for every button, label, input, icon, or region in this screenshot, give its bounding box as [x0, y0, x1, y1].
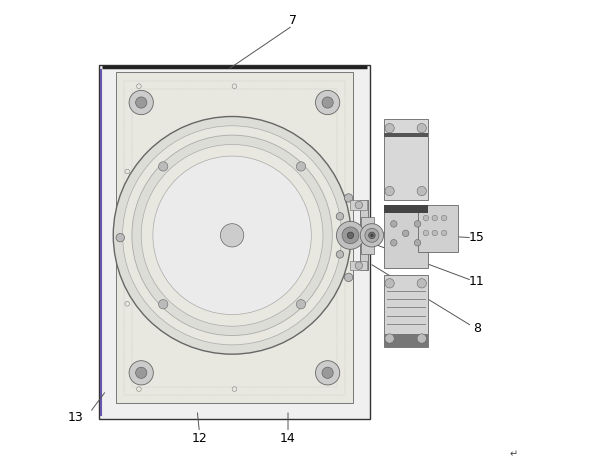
- Circle shape: [355, 201, 363, 209]
- Circle shape: [423, 215, 429, 221]
- Circle shape: [385, 123, 394, 133]
- Circle shape: [417, 186, 427, 196]
- Bar: [384, 334, 428, 347]
- Circle shape: [316, 361, 340, 385]
- Bar: [99, 65, 369, 419]
- Circle shape: [414, 240, 421, 246]
- Circle shape: [441, 230, 447, 236]
- Text: 7: 7: [289, 14, 297, 27]
- Bar: [384, 133, 428, 137]
- Circle shape: [336, 221, 365, 249]
- Circle shape: [402, 230, 409, 237]
- Circle shape: [342, 227, 359, 244]
- Circle shape: [113, 116, 351, 354]
- Circle shape: [385, 186, 394, 196]
- Text: 11: 11: [469, 275, 484, 288]
- Text: 8: 8: [473, 322, 481, 335]
- Bar: [132, 89, 337, 387]
- Circle shape: [391, 221, 397, 227]
- Bar: [384, 205, 428, 268]
- Bar: [350, 200, 367, 210]
- Circle shape: [336, 212, 343, 220]
- Circle shape: [123, 126, 342, 345]
- Circle shape: [417, 279, 427, 288]
- Text: 14: 14: [280, 432, 296, 445]
- Circle shape: [385, 279, 394, 288]
- Circle shape: [423, 230, 429, 236]
- Circle shape: [136, 97, 147, 108]
- Circle shape: [345, 194, 353, 202]
- Circle shape: [355, 262, 363, 269]
- Circle shape: [441, 215, 447, 221]
- Circle shape: [345, 273, 353, 281]
- Circle shape: [432, 215, 438, 221]
- Circle shape: [336, 251, 343, 258]
- Circle shape: [369, 232, 375, 239]
- Bar: [116, 72, 353, 403]
- Circle shape: [432, 230, 438, 236]
- Bar: [360, 200, 368, 270]
- Circle shape: [417, 334, 427, 343]
- Circle shape: [417, 123, 427, 133]
- Text: 13: 13: [68, 411, 84, 424]
- Circle shape: [159, 300, 168, 309]
- Circle shape: [221, 224, 244, 247]
- Bar: [384, 205, 428, 213]
- Bar: [384, 119, 428, 200]
- Bar: [124, 81, 345, 395]
- Circle shape: [322, 97, 333, 108]
- Circle shape: [296, 162, 306, 171]
- Circle shape: [371, 234, 373, 237]
- Circle shape: [129, 90, 153, 115]
- Circle shape: [347, 232, 354, 239]
- Circle shape: [360, 224, 384, 247]
- Circle shape: [296, 300, 306, 309]
- Circle shape: [136, 367, 147, 378]
- Circle shape: [322, 367, 333, 378]
- Text: ↵: ↵: [510, 449, 518, 459]
- Circle shape: [159, 162, 168, 171]
- Circle shape: [141, 144, 323, 326]
- Circle shape: [129, 361, 153, 385]
- Bar: [418, 205, 458, 252]
- Circle shape: [414, 221, 421, 227]
- Bar: [350, 261, 367, 270]
- Circle shape: [365, 228, 379, 242]
- Bar: [384, 275, 428, 347]
- Circle shape: [132, 135, 332, 336]
- Circle shape: [116, 233, 124, 242]
- Circle shape: [316, 90, 340, 115]
- Text: 12: 12: [192, 432, 207, 445]
- Text: 15: 15: [469, 231, 484, 244]
- Circle shape: [385, 334, 394, 343]
- Circle shape: [153, 156, 312, 315]
- Bar: [361, 217, 374, 254]
- Circle shape: [391, 240, 397, 246]
